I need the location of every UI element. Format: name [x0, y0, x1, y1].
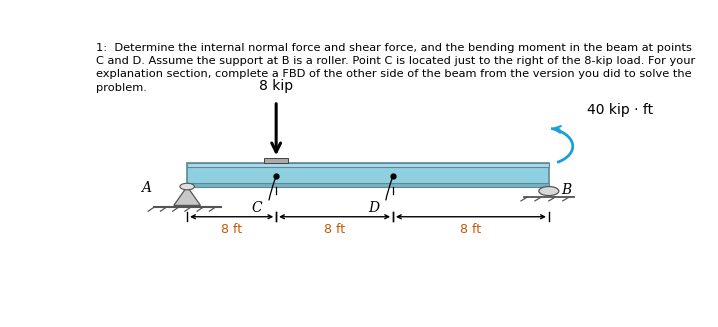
Text: 8 ft: 8 ft — [221, 223, 242, 236]
Bar — [187, 182, 549, 186]
Text: 8 kip: 8 kip — [259, 79, 293, 94]
Circle shape — [180, 183, 195, 190]
Text: 8 ft: 8 ft — [460, 223, 482, 236]
Bar — [187, 163, 549, 167]
Text: A: A — [141, 181, 151, 195]
Polygon shape — [174, 186, 200, 205]
Text: 1:  Determine the internal normal force and shear force, and the bending moment : 1: Determine the internal normal force a… — [96, 43, 696, 93]
Circle shape — [538, 186, 559, 196]
Text: 40 kip · ft: 40 kip · ft — [587, 103, 653, 117]
Text: C: C — [251, 201, 262, 215]
Text: D: D — [368, 201, 379, 215]
Bar — [264, 158, 289, 164]
Bar — [187, 163, 549, 186]
Text: 8 ft: 8 ft — [324, 223, 345, 236]
Text: B: B — [561, 182, 572, 197]
